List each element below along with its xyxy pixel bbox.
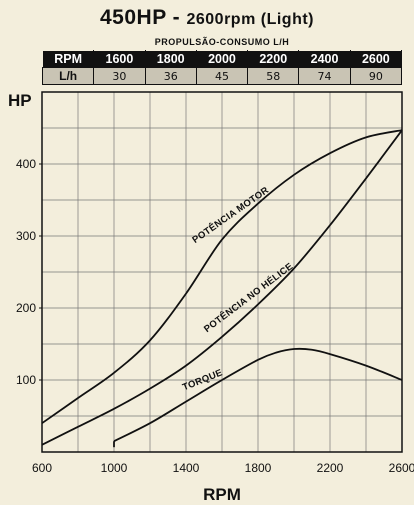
title-rpm: 2600rpm (Light) [186, 11, 314, 28]
y-tick-label: 200 [16, 301, 36, 315]
y-tick-label: 400 [16, 157, 36, 171]
x-tick-label: 2600 [389, 461, 414, 475]
table-subtitle: PROPULSÃO-CONSUMO L/H [154, 37, 290, 47]
title-main: 450HP - [99, 6, 187, 29]
consumption-table: RPM 1600 1800 2000 2200 2400 2600 L/h 30… [41, 50, 403, 85]
series-torque [113, 347, 403, 443]
y-axis-title: HP [8, 91, 32, 110]
lh-cell: 45 [195, 67, 249, 85]
series-potencia-motor [41, 129, 403, 424]
y-tick-label: 100 [16, 373, 36, 387]
lh-row: L/h 30 36 45 58 74 90 [41, 67, 403, 85]
rpm-cell: 2000 [195, 50, 249, 68]
x-tick-label: 1800 [245, 461, 272, 475]
x-tick-label: 1400 [173, 461, 200, 475]
plot-frame [41, 91, 403, 453]
rpm-cell: 2200 [247, 50, 300, 68]
series-potencia-helice [41, 129, 403, 446]
lh-cell: 90 [349, 67, 403, 85]
rpm-header-cell: RPM [41, 50, 95, 68]
lh-cell: 58 [247, 67, 300, 85]
x-axis-title: RPM [203, 485, 241, 504]
lh-cell: 74 [298, 67, 351, 85]
label-potencia-motor: POTÊNCIA MOTOR [190, 184, 271, 246]
x-tick-label: 1000 [101, 461, 128, 475]
rpm-cell: 2600 [349, 50, 403, 68]
tick-labels: 600 1000 1400 1800 2200 2600 100 200 300 400 [16, 157, 414, 475]
lh-header-cell: L/h [41, 67, 95, 85]
x-tick-label: 600 [32, 461, 52, 475]
x-tick-label: 2200 [317, 461, 344, 475]
label-potencia-helice: POTÊNCIA NO HÉLICE [201, 260, 295, 335]
lh-cell: 30 [93, 67, 146, 85]
chart-title: 450HP - 2600rpm (Light) [0, 6, 414, 30]
series-group [41, 129, 403, 448]
grid [42, 92, 402, 452]
rpm-cell: 1800 [144, 50, 197, 68]
lh-cell: 36 [144, 67, 197, 85]
y-tick-label: 300 [16, 229, 36, 243]
